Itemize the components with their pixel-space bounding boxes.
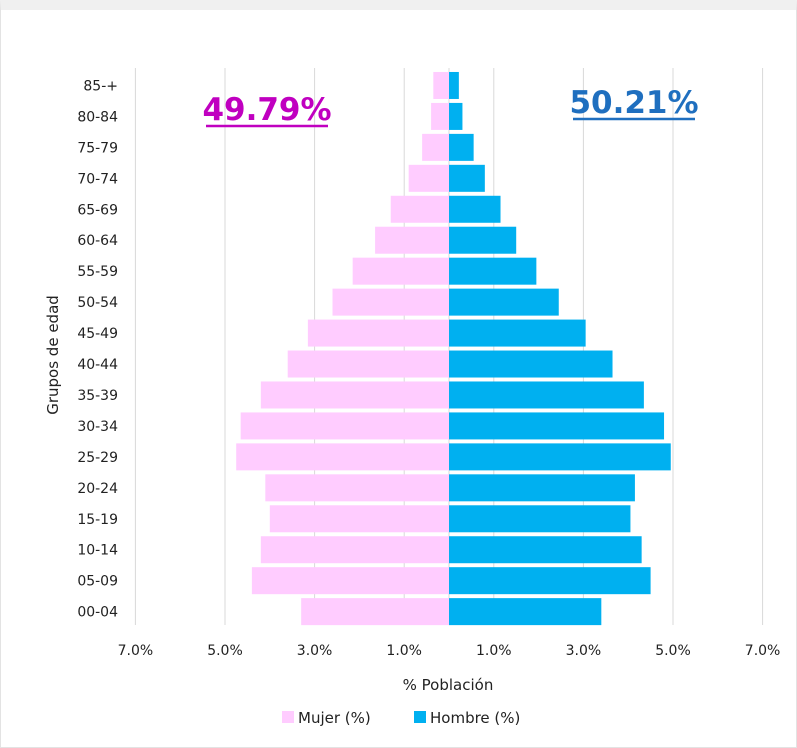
- bar-mujer-20-24: [265, 474, 449, 502]
- y-tick-label: 55-59: [77, 264, 118, 280]
- y-tick-label: 65-69: [77, 202, 118, 218]
- bar-mujer-40-44: [287, 350, 449, 378]
- y-tick-label: 35-39: [77, 388, 118, 404]
- y-tick-label: 05-09: [77, 574, 118, 590]
- bar-hombre-35-39: [449, 381, 644, 409]
- bar-hombre-45-49: [449, 319, 586, 347]
- y-tick-label: 40-44: [77, 357, 118, 373]
- y-tick-label: 45-49: [77, 326, 118, 342]
- legend-label-mujer: Mujer (%): [298, 709, 371, 727]
- y-tick-label: 50-54: [77, 295, 118, 311]
- bar-mujer-25-29: [236, 443, 449, 471]
- y-tick-label: 70-74: [77, 171, 118, 187]
- bar-mujer-75-79: [422, 133, 449, 161]
- x-tick-labels: 7.0% 5.0% 3.0% 1.0% 1.0% 3.0% 5.0% 7.0%: [118, 643, 781, 659]
- male-total-label: 50.21%: [569, 85, 698, 121]
- legend-swatch-mujer: [282, 711, 294, 723]
- x-tick-label: 5.0%: [655, 643, 691, 659]
- x-axis-title: % Población: [403, 676, 494, 694]
- y-tick-label: 30-34: [77, 419, 118, 435]
- bar-hombre-05-09: [449, 567, 651, 595]
- bar-hombre-15-19: [449, 505, 631, 533]
- x-tick-label: 7.0%: [118, 643, 154, 659]
- legend-swatch-hombre: [414, 711, 426, 723]
- bar-mujer-00-04: [301, 598, 449, 626]
- bar-mujer-30-34: [240, 412, 449, 440]
- bar-hombre-00-04: [449, 598, 602, 626]
- y-tick-label: 80-84: [77, 109, 118, 125]
- legend-label-hombre: Hombre (%): [430, 709, 520, 727]
- bar-mujer-55-59: [352, 257, 449, 285]
- y-axis-title: Grupos de edad: [44, 295, 62, 415]
- bars: [236, 71, 671, 626]
- bar-mujer-50-54: [332, 288, 449, 316]
- y-tick-label: 15-19: [77, 512, 118, 528]
- bar-hombre-75-79: [449, 133, 474, 161]
- bar-hombre-10-14: [449, 536, 642, 564]
- bar-mujer-10-14: [260, 536, 449, 564]
- bar-mujer-45-49: [307, 319, 449, 347]
- bar-mujer-35-39: [260, 381, 449, 409]
- bar-hombre-65-69: [449, 195, 501, 223]
- bar-hombre-25-29: [449, 443, 671, 471]
- bar-hombre-85-+: [449, 71, 459, 99]
- female-total-label: 49.79%: [202, 92, 331, 128]
- x-tick-label: 1.0%: [476, 643, 512, 659]
- bar-hombre-30-34: [449, 412, 665, 440]
- bar-hombre-20-24: [449, 474, 635, 502]
- bar-mujer-80-84: [431, 102, 449, 130]
- bar-mujer-70-74: [408, 164, 449, 192]
- x-tick-label: 3.0%: [566, 643, 602, 659]
- bar-hombre-50-54: [449, 288, 559, 316]
- y-tick-label: 85-+: [83, 78, 118, 94]
- x-tick-label: 5.0%: [207, 643, 243, 659]
- y-tick-label: 20-24: [77, 481, 118, 497]
- bar-hombre-40-44: [449, 350, 613, 378]
- bar-hombre-60-64: [449, 226, 517, 254]
- bar-mujer-60-64: [375, 226, 449, 254]
- y-tick-label: 10-14: [77, 543, 118, 559]
- bar-hombre-80-84: [449, 102, 463, 130]
- x-tick-label: 1.0%: [386, 643, 422, 659]
- y-tick-label: 75-79: [77, 140, 118, 156]
- bar-mujer-05-09: [251, 567, 449, 595]
- bar-mujer-65-69: [390, 195, 449, 223]
- y-tick-labels: 00-04 05-09 10-14 15-19 20-24 25-29 30-34 35-39…: [77, 78, 118, 620]
- y-tick-label: 60-64: [77, 233, 118, 249]
- y-tick-label: 00-04: [77, 605, 118, 621]
- bar-mujer-85-+: [433, 71, 449, 99]
- bar-hombre-55-59: [449, 257, 537, 285]
- x-tick-label: 3.0%: [297, 643, 333, 659]
- bar-hombre-70-74: [449, 164, 485, 192]
- legend: Mujer (%) Hombre (%): [282, 709, 520, 727]
- y-tick-label: 25-29: [77, 450, 118, 466]
- bar-mujer-15-19: [269, 505, 449, 533]
- x-tick-label: 7.0%: [745, 643, 781, 659]
